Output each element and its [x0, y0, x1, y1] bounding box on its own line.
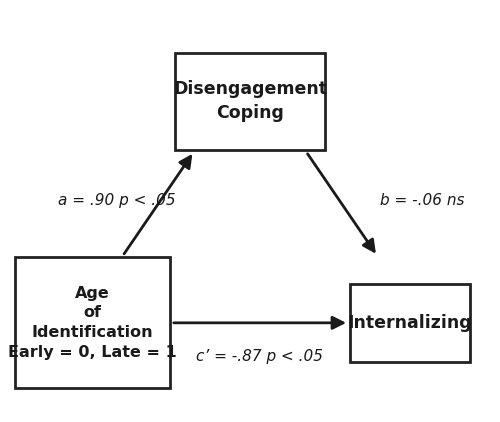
Text: Internalizing: Internalizing: [348, 314, 472, 332]
Bar: [175, 53, 325, 150]
Bar: [15, 257, 170, 388]
Text: b = -.06 ns: b = -.06 ns: [380, 193, 464, 208]
Text: Age
of
Identification
Early = 0, Late = 1: Age of Identification Early = 0, Late = …: [8, 286, 177, 360]
Text: a = .90 p < .05: a = .90 p < .05: [58, 193, 175, 208]
Bar: [350, 284, 470, 362]
Text: c’ = -.87 p < .05: c’ = -.87 p < .05: [196, 349, 324, 364]
Text: Disengagement
Coping: Disengagement Coping: [173, 81, 327, 122]
